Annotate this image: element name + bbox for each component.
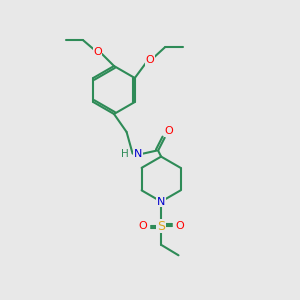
Text: N: N <box>157 196 165 207</box>
Text: O: O <box>146 55 154 65</box>
Text: N: N <box>134 148 142 159</box>
Text: S: S <box>157 220 165 233</box>
Text: O: O <box>138 221 147 231</box>
Text: O: O <box>164 126 173 136</box>
Text: H: H <box>121 148 129 159</box>
Text: O: O <box>93 46 102 57</box>
Text: O: O <box>175 221 184 231</box>
